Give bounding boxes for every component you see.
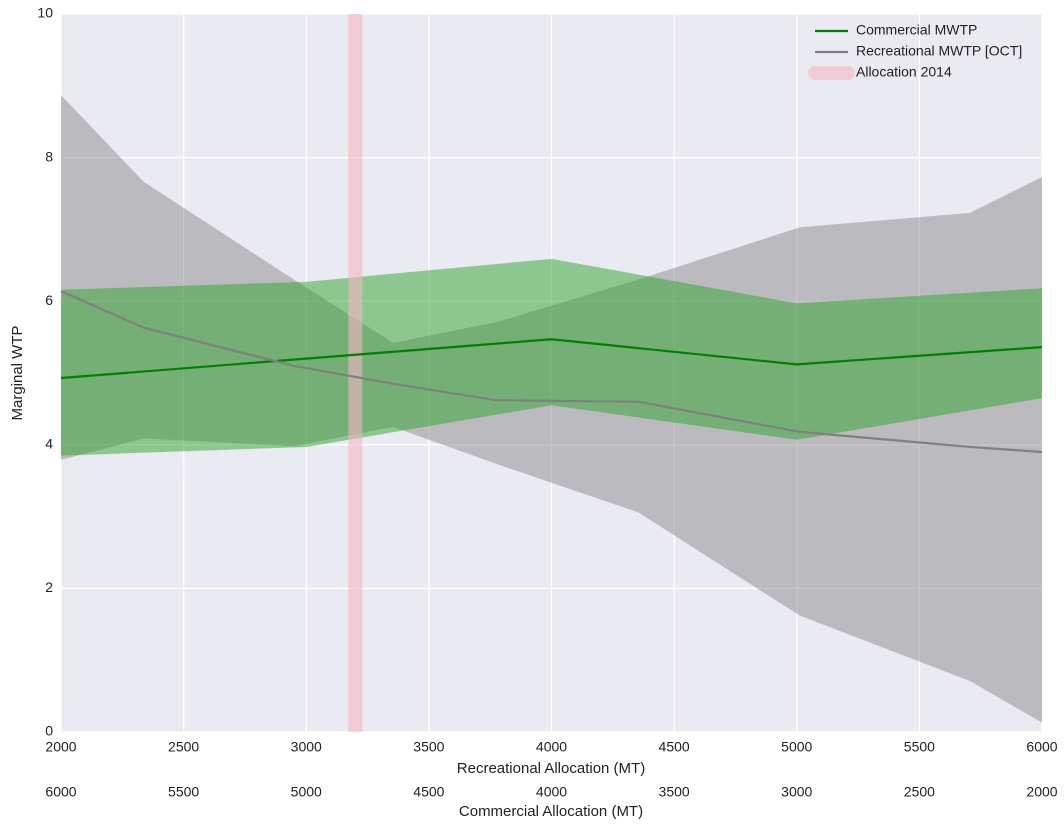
x2-tick-label: 6000 — [45, 784, 76, 800]
x2-tick-label: 5000 — [291, 784, 322, 800]
y-tick-label: 0 — [45, 723, 53, 739]
legend-label: Recreational MWTP [OCT] — [856, 43, 1022, 59]
x-tick-label: 2000 — [45, 739, 76, 755]
x2-tick-label: 2000 — [1026, 784, 1057, 800]
x-tick-label: 6000 — [1026, 739, 1057, 755]
x-tick-label: 5500 — [904, 739, 935, 755]
y-tick-label: 8 — [45, 148, 53, 164]
confidence-band — [61, 95, 1042, 723]
legend-label: Allocation 2014 — [856, 64, 952, 80]
x2-tick-label: 4500 — [413, 784, 444, 800]
x2-tick-label: 2500 — [904, 784, 935, 800]
confidence-band — [61, 258, 1042, 456]
y-tick-label: 6 — [45, 292, 53, 308]
x2-axis-label: Commercial Allocation (MT) — [459, 803, 643, 820]
series-line — [60, 338, 1043, 380]
y-tick-label: 2 — [45, 579, 53, 595]
x-axis-label: Recreational Allocation (MT) — [457, 760, 645, 777]
y-tick-label: 10 — [37, 5, 53, 21]
x-tick-label: 2500 — [168, 739, 199, 755]
x-tick-label: 3500 — [413, 739, 444, 755]
x2-tick-label: 5500 — [168, 784, 199, 800]
x2-tick-label: 4000 — [536, 784, 567, 800]
x-tick-label: 4000 — [536, 739, 567, 755]
y-tick-label: 4 — [45, 436, 53, 452]
legend: Commercial MWTP Recreational MWTP [OCT] Al… — [808, 22, 1022, 80]
series-line — [60, 290, 1043, 454]
marks — [60, 14, 1043, 732]
legend-label: Commercial MWTP — [856, 22, 977, 38]
ticks: 0 2 4 6 8 10 2000 2500 3000 3500 4000 4500 5000 5500 6… — [37, 5, 1057, 800]
x2-tick-label: 3500 — [659, 784, 690, 800]
x-tick-label: 4500 — [659, 739, 690, 755]
x-tick-label: 3000 — [291, 739, 322, 755]
x-tick-label: 5000 — [781, 739, 812, 755]
x2-tick-label: 3000 — [781, 784, 812, 800]
y-axis-label: Marginal WTP — [9, 325, 26, 420]
